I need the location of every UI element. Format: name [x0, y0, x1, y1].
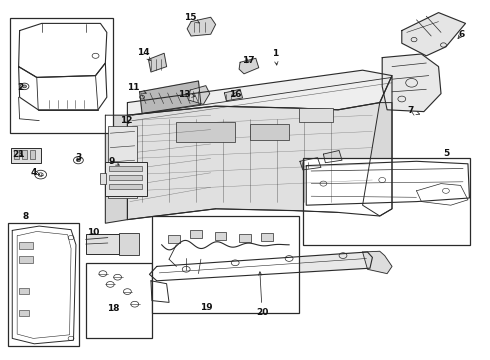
Text: 21: 21 [12, 150, 25, 158]
Bar [19, 242, 33, 249]
Polygon shape [382, 54, 441, 112]
Bar [19, 256, 33, 263]
Polygon shape [12, 226, 76, 344]
Polygon shape [148, 53, 167, 72]
Bar [100, 173, 106, 184]
Text: 6: 6 [458, 30, 465, 39]
Polygon shape [140, 81, 201, 113]
Bar [119, 233, 139, 255]
Text: 2: 2 [18, 83, 24, 92]
Polygon shape [187, 17, 216, 36]
Polygon shape [402, 13, 465, 56]
Text: 8: 8 [23, 212, 28, 221]
Polygon shape [323, 150, 342, 163]
Text: 19: 19 [200, 303, 213, 312]
Bar [299, 108, 333, 122]
Polygon shape [416, 184, 468, 205]
Text: 20: 20 [256, 272, 269, 317]
Bar [176, 122, 235, 142]
Polygon shape [239, 58, 259, 74]
Text: 3: 3 [75, 153, 81, 162]
Polygon shape [300, 158, 321, 170]
Text: 11: 11 [127, 83, 146, 93]
Polygon shape [363, 251, 392, 274]
Polygon shape [224, 89, 243, 101]
Text: 12: 12 [120, 116, 133, 125]
Polygon shape [363, 103, 392, 216]
Bar [250, 124, 289, 140]
Bar [261, 233, 273, 241]
Text: 4: 4 [30, 168, 40, 177]
Polygon shape [127, 70, 392, 115]
Bar [10, 18, 113, 133]
Polygon shape [127, 76, 392, 220]
Polygon shape [19, 23, 107, 77]
Polygon shape [306, 161, 469, 205]
Text: 9: 9 [108, 157, 119, 166]
Bar [30, 150, 35, 159]
Bar [168, 235, 180, 243]
Bar [11, 148, 41, 163]
Bar [19, 310, 29, 316]
Circle shape [76, 159, 80, 162]
Text: 16: 16 [229, 90, 242, 99]
Bar [190, 230, 202, 238]
Text: 14: 14 [137, 48, 150, 60]
Bar [239, 234, 251, 242]
Text: 1: 1 [272, 49, 278, 65]
Text: 13: 13 [178, 90, 195, 99]
Polygon shape [19, 63, 107, 110]
Bar [19, 288, 29, 294]
Polygon shape [151, 281, 169, 302]
Bar [22, 150, 27, 159]
Text: 17: 17 [242, 56, 255, 65]
Text: 18: 18 [107, 305, 120, 313]
Text: 15: 15 [184, 13, 199, 23]
Bar [108, 126, 137, 198]
Polygon shape [189, 86, 210, 104]
Bar [105, 162, 147, 196]
Bar [109, 184, 142, 189]
Bar [8, 223, 79, 346]
Circle shape [23, 85, 26, 88]
Polygon shape [105, 115, 127, 223]
Text: 5: 5 [443, 149, 449, 158]
Bar [109, 175, 142, 180]
Bar [109, 166, 142, 171]
Polygon shape [149, 252, 372, 281]
Text: 7: 7 [407, 107, 419, 116]
Bar [303, 158, 470, 245]
Bar [86, 263, 152, 338]
Bar [215, 232, 226, 240]
Bar [86, 234, 119, 254]
Bar [14, 150, 19, 159]
Text: 10: 10 [87, 228, 99, 237]
Bar [152, 216, 299, 313]
